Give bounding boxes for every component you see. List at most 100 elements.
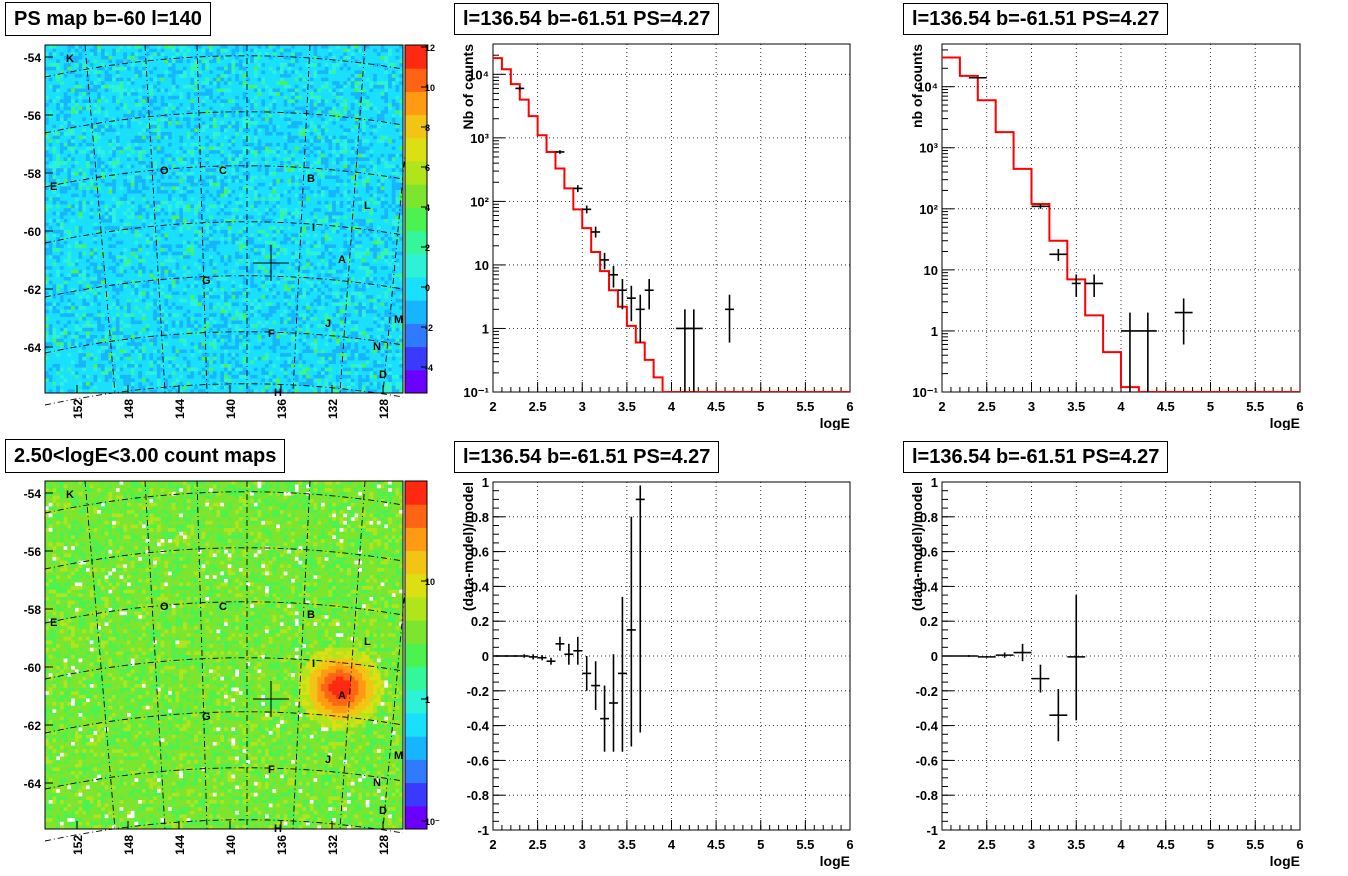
x-axis-label: logE <box>1270 415 1300 430</box>
x-tick-label: 3.5 <box>1067 399 1085 414</box>
y-tick-label: 10⁻¹ <box>912 385 938 400</box>
source-label-M: M <box>394 314 403 326</box>
source-label-E: E <box>50 181 57 193</box>
source-label-E: E <box>50 617 57 629</box>
source-label-C: C <box>219 165 227 177</box>
longitude-line <box>382 44 416 394</box>
colorbar-frame <box>404 480 428 830</box>
x-tick-label: 140 <box>224 399 238 419</box>
y-tick-label: -0.6 <box>467 753 489 768</box>
colorbar-step <box>405 550 427 575</box>
series-group <box>942 595 1086 742</box>
x-tick-label: 6 <box>1296 837 1303 852</box>
y-tick-label: -0.6 <box>916 753 938 768</box>
colorbar-step <box>405 759 427 784</box>
colorbar-step <box>405 114 427 139</box>
colorbar-label: 1 <box>425 695 430 705</box>
y-axis-label: (data-model)/model <box>909 482 925 611</box>
y-tick-label: -1 <box>926 823 938 838</box>
colorbar-label: 10 <box>425 83 435 93</box>
y-tick-label: 0 <box>482 649 489 664</box>
x-tick-label: 2.5 <box>978 399 996 414</box>
colorbar-label: -4 <box>425 363 433 373</box>
colorbar-step <box>405 666 427 691</box>
x-tick-label: 136 <box>275 399 289 419</box>
x-tick-label: 148 <box>122 835 136 855</box>
x-tick-label: 4 <box>668 837 676 852</box>
colorbar <box>405 45 427 394</box>
source-label-O: O <box>160 165 169 177</box>
y-tick-label: -0.2 <box>916 684 938 699</box>
y-tick-label: 10² <box>919 202 938 217</box>
source-label-D: D <box>379 805 387 817</box>
y-tick-label: -64 <box>24 341 42 355</box>
map-frame <box>44 480 404 830</box>
x-tick-label: 4 <box>1117 399 1125 414</box>
latitude-line <box>44 275 404 298</box>
map-pixels <box>45 481 404 830</box>
x-tick-label: 2 <box>938 837 945 852</box>
colorbar-label: 10 <box>425 577 435 587</box>
y-tick-label: -0.4 <box>916 719 939 734</box>
x-tick-label: 148 <box>122 399 136 419</box>
x-tick-label: 4 <box>1117 837 1125 852</box>
latitude-line <box>44 55 404 78</box>
colorbar-step <box>405 782 427 807</box>
source-label-K: K <box>66 53 74 65</box>
plot-area <box>942 482 1300 830</box>
source-label-K: K <box>66 489 74 501</box>
latitude-line <box>44 547 404 570</box>
series-group <box>493 485 645 752</box>
x-tick-label: 3.5 <box>1067 837 1085 852</box>
source-label-O: O <box>160 601 169 613</box>
longitude-line <box>339 44 366 394</box>
x-tick-label: 152 <box>71 399 85 419</box>
source-label-C: C <box>219 601 227 613</box>
x-tick-label: 5.5 <box>796 837 814 852</box>
longitude-line <box>292 480 311 830</box>
x-axis-label: logE <box>820 853 850 869</box>
longitude-line <box>196 480 208 830</box>
plot-frame <box>941 43 1301 393</box>
x-tick-label: 5 <box>1207 837 1214 852</box>
latitude-line <box>44 165 404 188</box>
x-tick-label: 4.5 <box>707 399 725 414</box>
x-tick-label: 2 <box>489 837 496 852</box>
x-tick-label: 144 <box>173 399 187 419</box>
x-axis-label: logE <box>1270 853 1300 869</box>
latitude-line <box>44 111 404 134</box>
y-tick-label: 0.8 <box>471 510 489 525</box>
coordinate-grid <box>44 44 416 406</box>
y-tick-label: 10⁻¹ <box>463 385 489 400</box>
source-label-J: J <box>325 318 331 330</box>
y-tick-label: 0.4 <box>920 579 939 594</box>
source-label-F: F <box>268 764 275 776</box>
colorbar-label: -2 <box>425 323 433 333</box>
x-tick-label: 2.5 <box>978 837 996 852</box>
x-axis-label: logE <box>820 415 850 430</box>
plot-area <box>493 482 850 830</box>
latitude-line <box>44 601 404 624</box>
latitude-line <box>44 657 404 680</box>
x-tick-label: 3 <box>579 837 586 852</box>
map-frame <box>44 44 404 394</box>
y-axis-label: Nb of counts <box>460 44 476 130</box>
x-tick-label: 132 <box>326 835 340 855</box>
latitude-line <box>44 491 404 514</box>
y-tick-label: -54 <box>24 51 42 65</box>
spectrum-1-title: l=136.54 b=-61.51 PS=4.27 <box>454 3 720 35</box>
longitude-line <box>144 44 166 394</box>
x-tick-label: 4.5 <box>1157 399 1175 414</box>
y-tick-label: -60 <box>24 661 42 675</box>
y-tick-label: 10 <box>924 263 938 278</box>
residual-1-chart: 2 2.5 3 3.5 4 4.5 5 5.5 6 1 0.8 0.6 0.4 0.2 0 -0.2 -0.4 -… <box>460 475 854 869</box>
x-tick-label: 5 <box>757 837 764 852</box>
longitude-line <box>292 44 311 394</box>
y-axis-label: nb of counts <box>909 44 925 128</box>
residual-2-title: l=136.54 b=-61.51 PS=4.27 <box>903 441 1169 473</box>
y-tick-label: -60 <box>24 225 42 239</box>
colorbar-label: 8 <box>425 123 430 133</box>
source-label-I: I <box>312 658 315 670</box>
x-tick-label: 144 <box>173 835 187 855</box>
y-tick-label: -56 <box>24 545 42 559</box>
